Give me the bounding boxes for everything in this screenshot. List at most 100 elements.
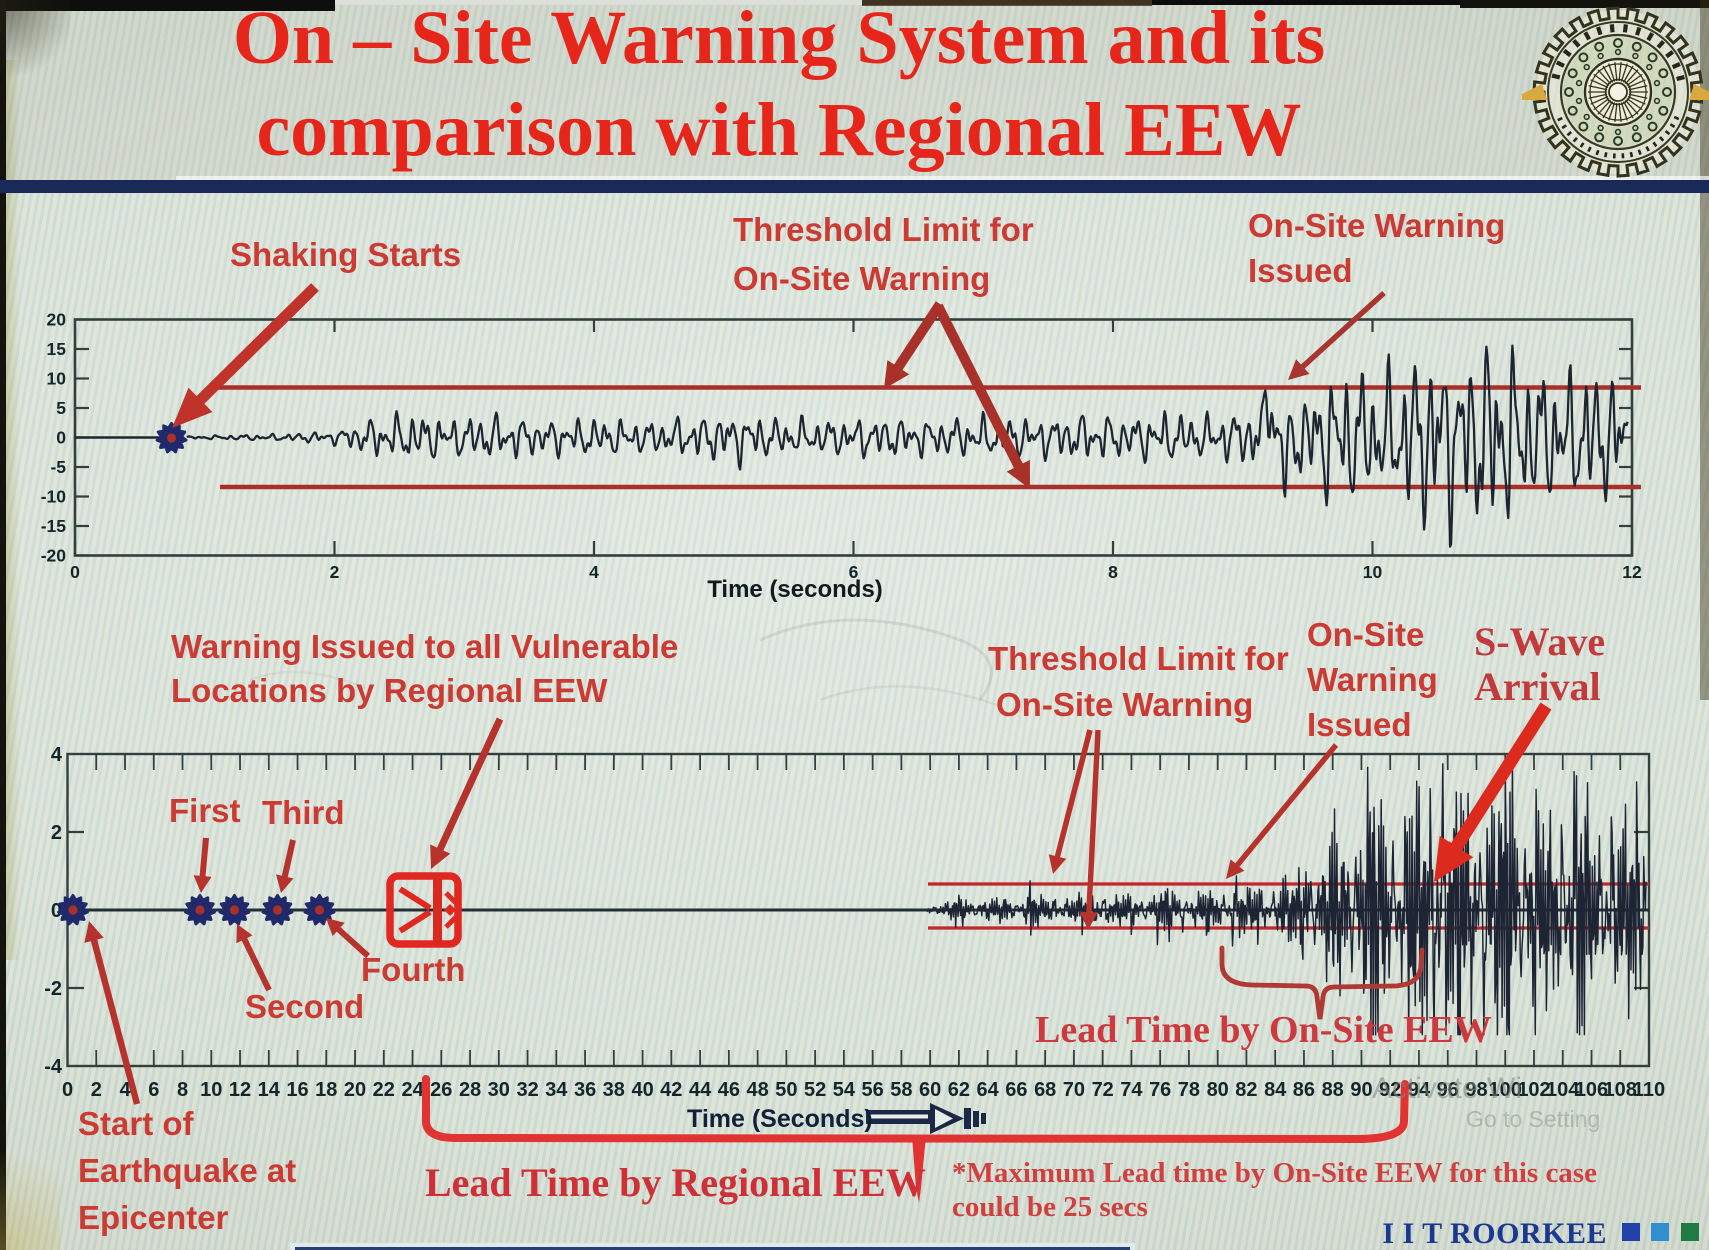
svg-text:Arrival: Arrival [1474,664,1601,709]
svg-text:8: 8 [1108,562,1118,582]
svg-text:0: 0 [70,562,80,582]
svg-text:2: 2 [91,1079,102,1101]
svg-text:Epicenter: Epicenter [78,1199,229,1236]
svg-text:Activate Wi: Activate Wi [1372,1072,1522,1105]
svg-text:34: 34 [545,1079,568,1101]
svg-text:*Maximum Lead time by On-Site: *Maximum Lead time by On-Site EEW for th… [952,1157,1597,1189]
svg-text:86: 86 [1293,1079,1315,1101]
svg-text:-4: -4 [44,1056,63,1078]
svg-text:14: 14 [258,1079,281,1101]
svg-text:Lead Time by Regional EEW: Lead Time by Regional EEW [425,1160,926,1205]
svg-text:110: 110 [1633,1079,1665,1101]
svg-text:104: 104 [1546,1079,1580,1101]
svg-text:30: 30 [488,1079,510,1101]
svg-text:32: 32 [516,1079,538,1101]
svg-text:Threshold Limit for: Threshold Limit for [733,211,1034,248]
svg-text:102: 102 [1517,1079,1550,1101]
svg-text:Third: Third [262,794,344,831]
svg-text:Issued: Issued [1248,252,1353,289]
svg-text:18: 18 [315,1079,337,1101]
svg-text:comparison with Regional EEW: comparison with Regional EEW [256,88,1301,172]
svg-text:12: 12 [1622,562,1642,582]
svg-text:On-Site Warning: On-Site Warning [996,686,1253,723]
svg-text:98: 98 [1465,1079,1487,1101]
svg-text:Earthquake at: Earthquake at [78,1152,296,1189]
svg-text:94: 94 [1408,1079,1431,1101]
svg-text:4: 4 [589,562,599,582]
svg-text:-2: -2 [44,978,62,1000]
svg-text:42: 42 [660,1079,682,1101]
svg-text:10: 10 [200,1079,222,1101]
svg-text:I I T ROORKEE: I I T ROORKEE [1382,1217,1607,1250]
svg-text:52: 52 [804,1079,826,1101]
svg-text:20: 20 [344,1079,366,1101]
svg-text:Time (Seconds): Time (Seconds) [687,1105,873,1133]
svg-text:4: 4 [119,1079,131,1101]
svg-text:5: 5 [56,398,66,418]
svg-text:10: 10 [47,369,67,389]
svg-text:On – Site Warning System and i: On – Site Warning System and its [233,0,1325,80]
svg-text:S-Wave: S-Wave [1474,619,1605,664]
svg-text:2: 2 [51,822,62,844]
svg-text:-10: -10 [41,487,67,507]
svg-text:60: 60 [919,1079,941,1101]
svg-text:58: 58 [890,1079,912,1101]
svg-text:78: 78 [1178,1079,1200,1101]
svg-text:Second: Second [245,988,364,1025]
svg-text:22: 22 [373,1079,395,1101]
svg-text:Start of: Start of [78,1105,195,1142]
svg-text:On-Site: On-Site [1307,616,1424,653]
svg-text:Warning Issued to all Vulnerab: Warning Issued to all Vulnerable [171,628,678,665]
svg-text:80: 80 [1207,1079,1229,1101]
svg-text:66: 66 [1005,1079,1027,1101]
svg-text:15: 15 [47,339,67,359]
svg-text:108: 108 [1604,1079,1637,1101]
svg-text:48: 48 [746,1079,768,1101]
svg-text:-5: -5 [50,457,66,477]
svg-text:Go to Setting: Go to Setting [1466,1106,1600,1132]
svg-text:62: 62 [948,1079,970,1101]
svg-text:68: 68 [1034,1079,1056,1101]
svg-text:26: 26 [430,1079,452,1101]
svg-text:90: 90 [1350,1079,1372,1101]
svg-text:On-Site Warning: On-Site Warning [733,260,990,297]
svg-text:Shaking Starts: Shaking Starts [230,236,461,273]
svg-text:8: 8 [177,1079,188,1101]
svg-text:46: 46 [718,1079,740,1101]
svg-text:28: 28 [459,1079,481,1101]
svg-text:38: 38 [603,1079,625,1101]
svg-text:56: 56 [861,1079,883,1101]
svg-text:72: 72 [1092,1079,1114,1101]
svg-text:4: 4 [51,744,63,766]
svg-text:106: 106 [1575,1079,1608,1101]
svg-text:6: 6 [148,1079,159,1101]
svg-text:64: 64 [976,1079,999,1101]
svg-text:96: 96 [1437,1079,1459,1101]
svg-text:could be 25 secs: could be 25 secs [952,1191,1148,1223]
svg-text:Issued: Issued [1307,706,1412,743]
svg-text:-15: -15 [41,516,67,536]
svg-text:On-Site Warning: On-Site Warning [1248,207,1505,244]
svg-text:16: 16 [286,1079,308,1101]
svg-text:70: 70 [1063,1079,1085,1101]
svg-text:92: 92 [1379,1079,1401,1101]
svg-text:100: 100 [1489,1079,1522,1101]
svg-text:First: First [169,792,241,829]
svg-text:6: 6 [849,562,859,582]
svg-text:Lead Time by On-Site EEW: Lead Time by On-Site EEW [1035,1009,1492,1051]
svg-text:12: 12 [229,1079,251,1101]
svg-text:Locations by Regional EEW: Locations by Regional EEW [171,672,608,709]
svg-text:Threshold Limit for: Threshold Limit for [988,640,1289,677]
svg-text:0: 0 [51,900,62,922]
svg-text:50: 50 [775,1079,797,1101]
svg-text:44: 44 [689,1079,712,1101]
svg-text:84: 84 [1264,1079,1287,1101]
svg-text:76: 76 [1149,1079,1171,1101]
svg-text:-20: -20 [41,546,67,566]
svg-text:10: 10 [1363,562,1383,582]
svg-text:36: 36 [574,1079,596,1101]
svg-text:82: 82 [1235,1079,1257,1101]
svg-text:54: 54 [833,1079,856,1101]
svg-text:40: 40 [631,1079,653,1101]
svg-text:24: 24 [401,1079,424,1101]
